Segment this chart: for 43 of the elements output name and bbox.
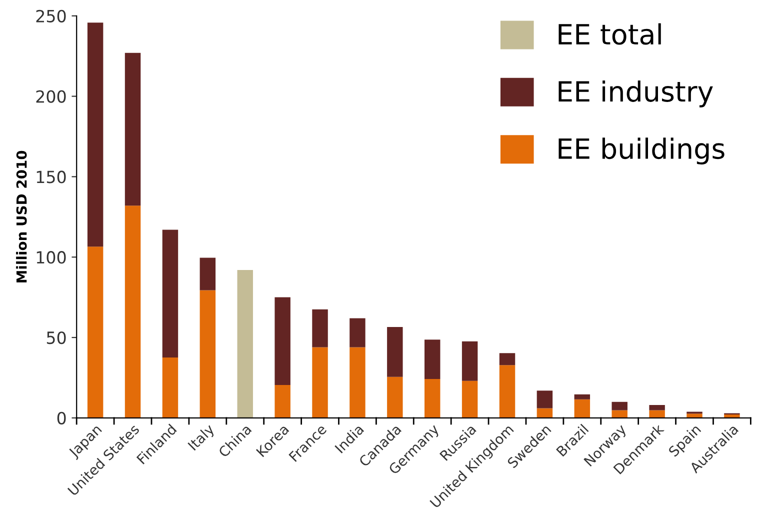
bar — [274, 384, 290, 418]
bar — [387, 327, 403, 377]
bar — [124, 52, 141, 206]
bar — [200, 258, 216, 290]
bar — [162, 357, 178, 418]
y-tick-label: 100 — [36, 251, 66, 264]
bar — [87, 246, 104, 418]
bar — [499, 353, 516, 366]
bar — [200, 290, 216, 418]
y-tick-label: 150 — [36, 170, 66, 184]
bar — [312, 347, 328, 418]
y-tick-label: 200 — [36, 90, 66, 103]
bar — [387, 376, 403, 418]
bar — [162, 230, 178, 358]
bar — [612, 402, 628, 410]
bar — [462, 380, 478, 418]
legend-label: EE industry — [558, 80, 713, 108]
bar — [649, 410, 665, 418]
bar — [574, 394, 590, 400]
bar — [424, 340, 440, 379]
bar — [87, 22, 104, 247]
bar — [424, 378, 440, 418]
bar — [350, 318, 366, 348]
legend-label: EE buildings — [558, 138, 724, 164]
bar — [536, 390, 553, 408]
bar — [574, 399, 590, 418]
y-axis-title: Million USD 2010 — [16, 150, 27, 282]
bar — [499, 365, 516, 418]
y-tick-label: 250 — [36, 10, 66, 22]
y-tick-label: 50 — [46, 331, 66, 344]
bar — [536, 408, 553, 418]
bar — [649, 405, 665, 410]
bar — [350, 347, 366, 418]
bar — [686, 414, 702, 418]
y-tick-label: 0 — [57, 412, 66, 424]
bar — [237, 270, 253, 418]
bar — [274, 297, 290, 385]
bar — [462, 341, 478, 381]
bar — [124, 206, 141, 418]
legend-label: EE total — [558, 23, 661, 45]
bar — [312, 309, 328, 348]
bar — [612, 410, 628, 418]
bar — [724, 414, 740, 418]
